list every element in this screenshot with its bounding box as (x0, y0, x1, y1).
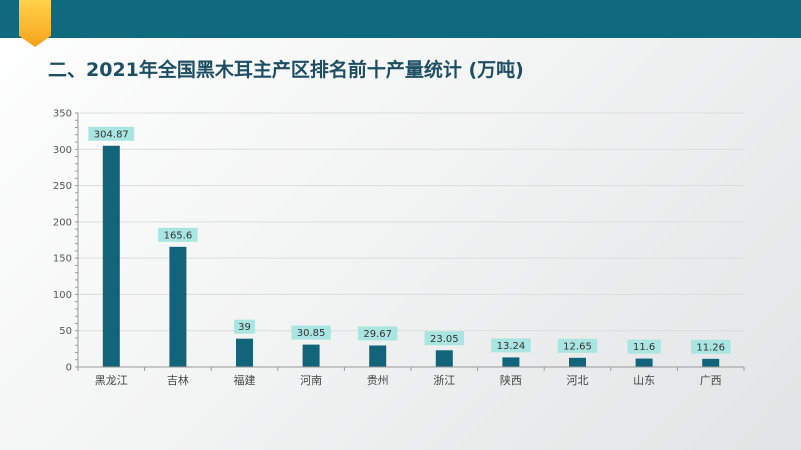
bar (369, 345, 387, 367)
data-label-box (357, 326, 398, 341)
x-axis: 黑龙江 吉林 福建 河南 贵州 浙江 陕西 河北 山东 广西 (77, 366, 745, 387)
bar (569, 357, 586, 367)
x-tick-label: 陕西 (500, 373, 522, 387)
bar (502, 357, 520, 367)
bar (236, 338, 253, 367)
data-label: 11.6 (633, 342, 655, 353)
bar (169, 246, 187, 367)
data-label-box (491, 338, 531, 353)
data-label-box (627, 339, 661, 354)
data-label-box (424, 331, 465, 346)
y-tick-label: 0 (66, 363, 72, 374)
bar (635, 358, 653, 367)
data-label-box (234, 319, 255, 334)
y-tick-label: 150 (53, 254, 72, 265)
data-label: 13.24 (497, 341, 526, 352)
y-tick-label: 200 (53, 217, 72, 228)
data-label-box (557, 338, 598, 353)
y-tick-label: 50 (59, 326, 72, 337)
data-label: 30.85 (297, 328, 326, 339)
bars (102, 145, 720, 367)
data-label: 12.65 (563, 341, 592, 352)
bookmark-ribbon-icon (19, 0, 51, 47)
x-tick-label: 河北 (567, 374, 589, 387)
x-tick-label: 广西 (700, 374, 722, 387)
x-tick-label: 吉林 (167, 373, 189, 387)
data-label-box (158, 227, 198, 242)
x-tick-label: 浙江 (433, 374, 455, 387)
x-tick-label: 河南 (300, 374, 322, 387)
bar (702, 358, 720, 367)
y-tick-label: 100 (53, 290, 72, 301)
bar (302, 344, 320, 367)
gridlines (78, 112, 744, 332)
header-bar (0, 0, 801, 38)
data-label-box (291, 325, 331, 340)
data-label: 304.87 (94, 129, 129, 140)
data-label-box (88, 126, 135, 141)
x-tick-label: 福建 (234, 373, 256, 387)
x-tick-label: 贵州 (367, 374, 389, 387)
y-axis: 0 50 100 150 200 250 300 350 (53, 109, 79, 374)
data-labels: 304.87 165.6 39 30.85 29.67 23.05 13.24 12.65 11… (88, 126, 731, 354)
y-tick-label: 350 (53, 109, 72, 120)
data-label-box (690, 339, 731, 354)
y-tick-label: 250 (53, 181, 72, 192)
data-label: 11.26 (696, 342, 725, 353)
x-tick-label: 山东 (633, 374, 655, 387)
data-label: 23.05 (430, 334, 459, 345)
bar (102, 145, 120, 367)
data-label: 39 (238, 322, 251, 333)
data-label: 165.6 (164, 230, 193, 241)
bar (435, 350, 453, 367)
data-label: 29.67 (363, 329, 392, 340)
page-title: 二、2021年全国黑木耳主产区排名前十产量统计 (万吨) (48, 59, 524, 81)
y-tick-label: 300 (53, 145, 72, 156)
x-tick-label: 黑龙江 (95, 374, 128, 387)
